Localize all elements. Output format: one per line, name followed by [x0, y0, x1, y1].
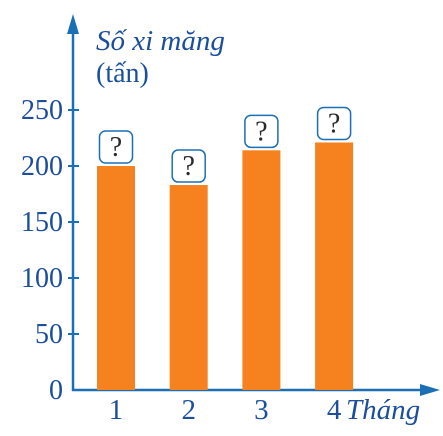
x-axis-arrow	[420, 384, 440, 396]
x-category-label: 4	[327, 394, 342, 426]
x-axis-label: Tháng	[346, 394, 420, 426]
y-tick-label: 250	[21, 95, 63, 126]
y-tick-label: 200	[21, 151, 63, 182]
bar-value-labels: ????	[98, 106, 352, 183]
bars	[97, 142, 354, 390]
y-axis-label: Số xi măng	[96, 25, 225, 57]
bar	[97, 166, 135, 390]
bar-value-label: ?	[110, 132, 122, 163]
value-label-box	[316, 106, 352, 141]
y-tick-label: 50	[35, 319, 63, 350]
y-ticks: 0 50 100 150 200 250	[21, 95, 79, 406]
y-tick-label: 100	[21, 263, 63, 294]
y-tick-label: 0	[49, 375, 63, 406]
bar-value-label: ?	[182, 151, 194, 182]
bar-value-label: ?	[255, 116, 267, 147]
value-label-box	[244, 114, 279, 149]
x-category-label: 1	[109, 394, 124, 426]
bar-value-label: ?	[328, 108, 340, 139]
value-label-box	[98, 130, 134, 164]
value-label-box	[171, 149, 206, 183]
y-axis-arrow	[67, 14, 79, 34]
y-axis-unit-label: (tấn)	[96, 58, 149, 89]
y-tick-label: 150	[21, 207, 63, 238]
bar	[242, 150, 281, 390]
x-category-label: 3	[254, 394, 269, 426]
x-category-label: 2	[181, 394, 196, 426]
bar	[315, 142, 354, 390]
bar	[169, 185, 208, 390]
x-category-labels: 1 2 3 4	[109, 394, 342, 426]
